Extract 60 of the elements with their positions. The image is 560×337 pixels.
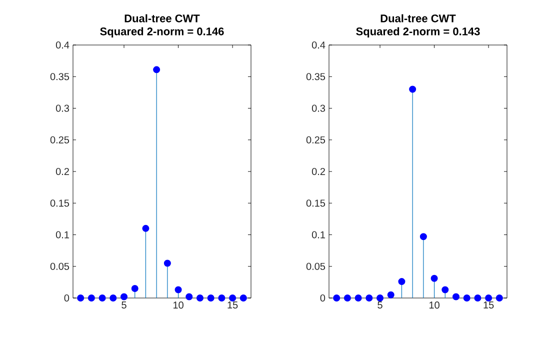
point <box>98 294 106 302</box>
point <box>88 294 95 302</box>
point <box>131 285 138 292</box>
chart-subtitle: Squared 2-norm = 0.143 <box>356 27 480 38</box>
point <box>420 233 427 240</box>
x-tick-label: 15 <box>484 302 494 309</box>
y-tick-label: 0.25 <box>306 136 326 144</box>
y-tick-label: 0.15 <box>50 200 70 207</box>
y-tick-label: 0 <box>64 294 70 302</box>
x-tick-label: 5 <box>122 302 126 309</box>
x-tick-label: 15 <box>228 302 238 309</box>
chart-title: Dual-tree CWT <box>124 14 200 22</box>
x-tick-label: 5 <box>378 302 382 309</box>
point <box>442 286 449 294</box>
point <box>77 294 84 302</box>
point <box>229 294 236 302</box>
point <box>463 294 470 302</box>
point <box>196 294 204 302</box>
y-tick-label: 0.1 <box>312 231 325 238</box>
point <box>398 278 406 286</box>
y-tick-label: 0.3 <box>312 104 326 112</box>
y-tick-label: 0.3 <box>56 104 70 112</box>
point <box>174 286 182 294</box>
point <box>110 294 117 302</box>
point <box>333 294 340 302</box>
y-tick-label: 0.4 <box>312 41 326 49</box>
y-tick-label: 0.4 <box>56 41 70 49</box>
point <box>153 66 160 74</box>
y-tick-label: 0.1 <box>56 231 69 238</box>
point <box>376 294 384 302</box>
x-tick-label: 10 <box>173 302 184 309</box>
y-tick-label: 0.2 <box>312 168 325 176</box>
point <box>409 86 416 93</box>
point <box>207 294 214 302</box>
point <box>142 224 150 232</box>
point <box>120 293 128 300</box>
y-tick-label: 0.35 <box>50 73 70 80</box>
point <box>366 294 373 302</box>
point <box>496 294 503 302</box>
point <box>344 294 351 302</box>
y-tick-label: 0.2 <box>56 168 69 176</box>
point <box>452 293 460 300</box>
point <box>218 294 226 302</box>
point <box>354 294 362 302</box>
y-tick-label: 0 <box>320 294 326 302</box>
point <box>186 293 193 300</box>
point <box>474 294 482 302</box>
point <box>485 294 492 302</box>
chart-subtitle: Squared 2-norm = 0.146 <box>100 27 224 38</box>
point <box>387 291 394 298</box>
chart-title: Dual-tree CWT <box>380 14 456 22</box>
y-tick-label: 0.35 <box>306 73 326 80</box>
y-tick-label: 0.25 <box>50 136 70 144</box>
point <box>240 294 247 302</box>
point <box>430 274 438 282</box>
y-tick-label: 0.15 <box>306 200 326 207</box>
x-tick-label: 10 <box>429 302 440 309</box>
y-tick-label: 0.05 <box>50 262 70 270</box>
point <box>164 260 171 267</box>
y-tick-label: 0.05 <box>306 262 326 270</box>
